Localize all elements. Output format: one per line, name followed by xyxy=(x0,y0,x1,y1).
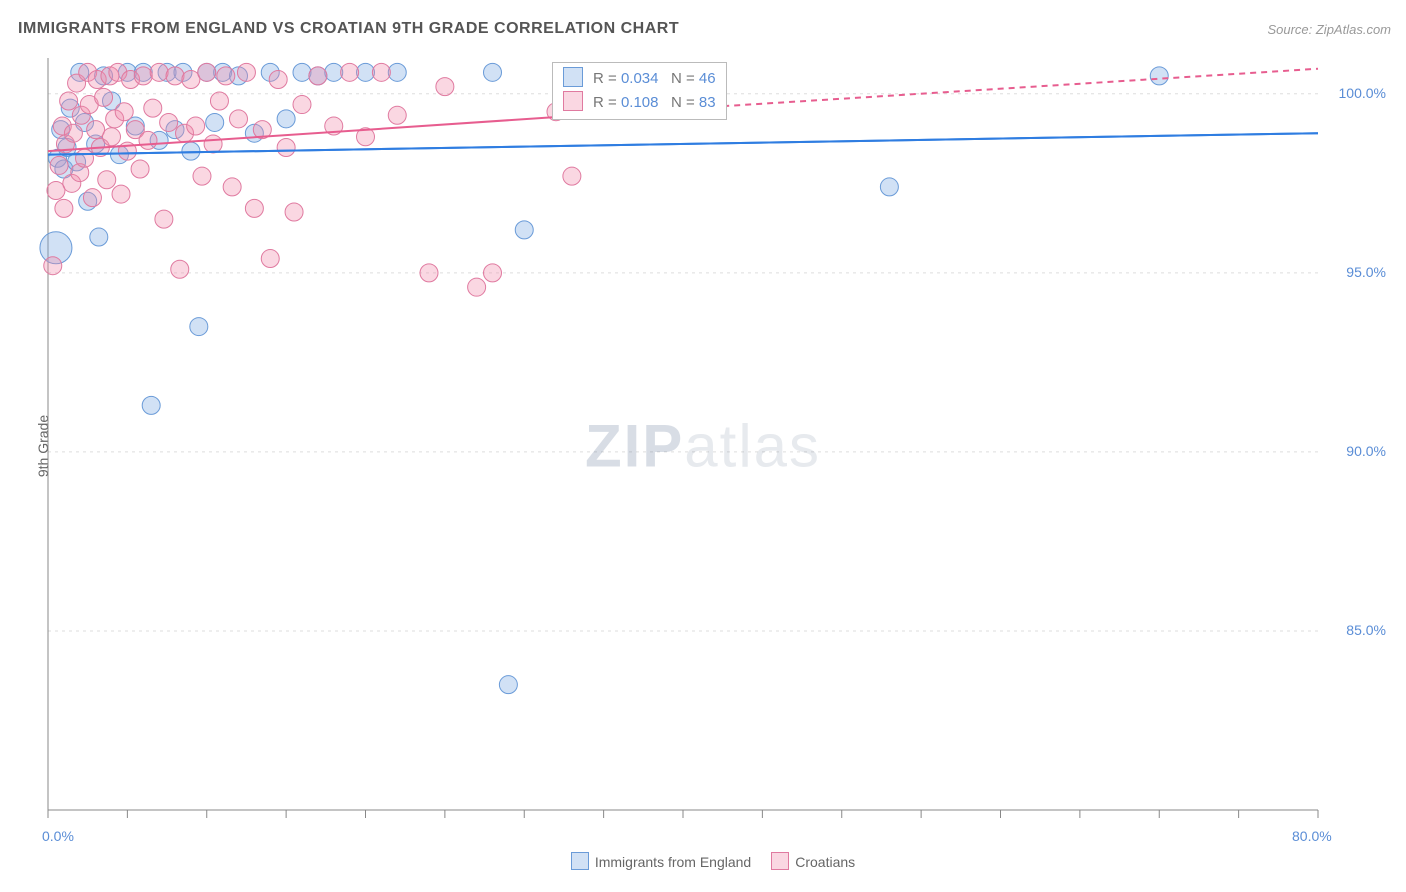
y-tick-label: 90.0% xyxy=(1346,443,1386,459)
legend-swatch xyxy=(571,852,589,870)
y-tick-label: 95.0% xyxy=(1346,264,1386,280)
y-tick-label: 85.0% xyxy=(1346,622,1386,638)
series-legend: Immigrants from England Croatians xyxy=(0,852,1406,870)
x-tick-max: 80.0% xyxy=(1292,828,1332,844)
y-tick-label: 100.0% xyxy=(1339,85,1386,101)
stats-legend-row: R = 0.108 N = 83 xyxy=(563,91,716,115)
stats-legend-box: R = 0.034 N = 46R = 0.108 N = 83 xyxy=(552,62,727,120)
correlation-chart xyxy=(0,0,1406,892)
legend-label: Immigrants from England xyxy=(595,854,751,870)
legend-swatch xyxy=(771,852,789,870)
legend-label: Croatians xyxy=(795,854,855,870)
x-tick-min: 0.0% xyxy=(42,828,74,844)
stats-legend-row: R = 0.034 N = 46 xyxy=(563,67,716,91)
